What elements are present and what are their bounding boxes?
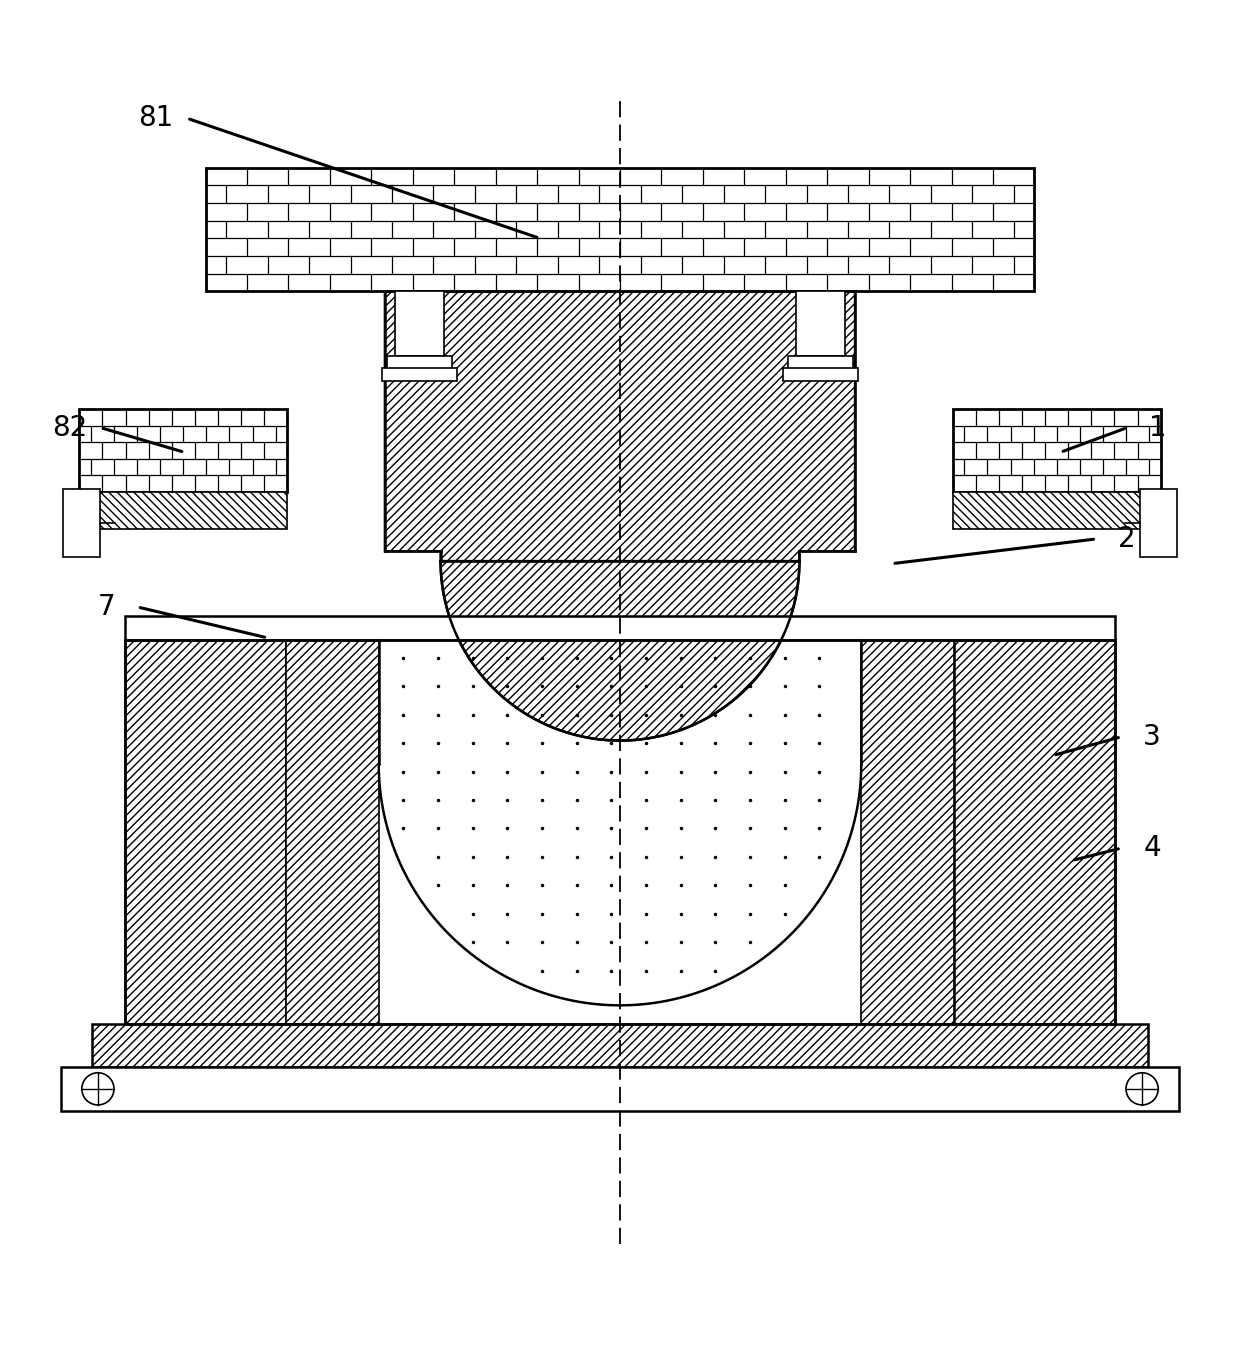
Polygon shape [384, 292, 856, 741]
Text: 1: 1 [1149, 413, 1167, 441]
Text: 7: 7 [98, 593, 115, 621]
Text: 3: 3 [1143, 722, 1161, 751]
Bar [952, 409, 1161, 491]
Bar [954, 640, 1115, 1023]
Bar [79, 409, 288, 491]
Text: 82: 82 [52, 413, 87, 441]
Polygon shape [378, 640, 862, 1006]
Bar [206, 167, 1034, 292]
Bar [286, 640, 378, 1023]
Bar [952, 491, 1161, 529]
Bar [125, 616, 1115, 640]
Bar [79, 491, 288, 529]
Text: 2: 2 [1118, 525, 1136, 553]
Bar [789, 356, 853, 371]
Bar [382, 369, 456, 381]
Bar [63, 490, 100, 558]
Bar [387, 356, 451, 371]
Bar [784, 369, 858, 381]
Text: 81: 81 [139, 104, 174, 132]
Bar [61, 1068, 1179, 1111]
Bar [92, 1023, 1148, 1068]
Bar [796, 292, 846, 356]
Bar [862, 640, 954, 1023]
Circle shape [1126, 1073, 1158, 1104]
Bar [125, 640, 286, 1023]
Text: 4: 4 [1143, 834, 1161, 863]
Bar [1140, 490, 1177, 558]
Circle shape [82, 1073, 114, 1104]
Bar [394, 292, 444, 356]
Bar [125, 640, 1115, 1023]
